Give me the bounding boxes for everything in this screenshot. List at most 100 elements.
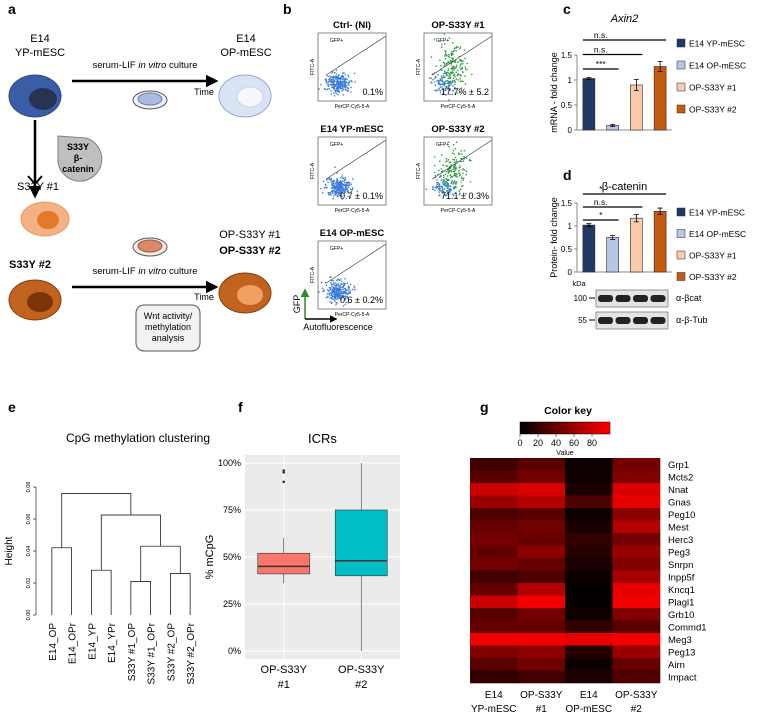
percent-label: 0.6 ± 0.2% — [340, 295, 383, 305]
event-dot — [453, 67, 455, 69]
event-dot — [452, 50, 455, 53]
box — [334, 509, 388, 577]
event-dot — [329, 292, 332, 294]
panel-label: e — [8, 399, 16, 415]
x-tick-label: OP-S33Y — [338, 664, 385, 676]
event-dot — [453, 167, 456, 170]
outlier — [282, 471, 286, 474]
event-dot — [457, 152, 460, 155]
event-dot — [337, 293, 339, 296]
transgene-label: catenin — [62, 164, 94, 174]
event-dot — [438, 87, 440, 90]
event-dot — [463, 169, 466, 171]
event-dot — [437, 74, 439, 76]
heatmap-cell — [517, 595, 566, 609]
heatmap-cell — [517, 558, 566, 571]
event-dot — [335, 288, 338, 291]
row-label: Inpp5f — [668, 572, 695, 583]
y-tick-label: 0.5 — [561, 245, 573, 254]
event-dot — [328, 292, 330, 295]
event-dot — [447, 87, 450, 89]
event-dot — [441, 187, 443, 189]
event-dot — [456, 74, 459, 76]
event-dot — [443, 183, 446, 186]
event-dot — [334, 166, 336, 168]
event-dot — [450, 182, 453, 184]
event-dot — [348, 291, 350, 293]
heatmap-cell — [470, 570, 518, 584]
event-dot — [452, 168, 455, 171]
event-dot — [330, 179, 332, 182]
event-dot — [462, 60, 464, 62]
event-dot — [333, 287, 336, 290]
dendrogram-link — [130, 581, 151, 615]
event-dot — [341, 187, 343, 189]
plot-frame — [317, 32, 387, 102]
event-dot — [440, 179, 443, 181]
event-dot — [443, 176, 445, 178]
event-dot — [346, 293, 349, 296]
event-dot — [341, 195, 343, 198]
dish — [137, 239, 163, 253]
event-dot — [340, 75, 343, 78]
event-dot — [332, 195, 335, 197]
event-dot — [453, 65, 455, 67]
cell-label: E14 — [236, 33, 256, 45]
heatmap-cell — [612, 608, 661, 621]
blot-band — [650, 295, 666, 302]
legend-label: E14 YP-mESC — [689, 208, 745, 218]
event-dot — [436, 186, 439, 188]
row-label: Meg3 — [668, 635, 692, 646]
event-dot — [438, 184, 440, 186]
x-tick-label: #2 — [355, 679, 367, 691]
event-dot — [430, 81, 432, 84]
key-title: Color key — [544, 405, 592, 417]
plot-title: OP-S33Y #2 — [431, 124, 484, 135]
heatmap-cell — [470, 608, 518, 621]
event-dot — [341, 185, 343, 187]
panel-label: d — [563, 167, 572, 183]
event-dot — [343, 72, 345, 74]
plot-frame — [317, 240, 387, 310]
heatmap-cell — [470, 483, 518, 496]
event-dot — [333, 86, 335, 88]
event-dot — [330, 283, 333, 286]
event-dot — [454, 147, 457, 150]
key-tick-label: 40 — [551, 438, 561, 448]
event-dot — [459, 192, 461, 195]
event-dot — [454, 185, 457, 188]
heatmap-cell — [517, 458, 566, 471]
row-label: Herc3 — [668, 535, 693, 546]
event-dot — [340, 296, 343, 299]
event-dot — [459, 74, 462, 76]
event-dot — [460, 176, 463, 179]
event-dot — [325, 82, 328, 84]
event-dot — [332, 283, 334, 286]
row-label: Kncq1 — [668, 585, 695, 596]
event-dot — [442, 90, 445, 93]
percent-label: 0.1% — [362, 87, 383, 97]
event-dot — [444, 160, 447, 163]
heatmap-cell — [517, 620, 566, 634]
heatmap-cell — [612, 470, 661, 484]
error-bar — [610, 235, 616, 240]
event-dot — [471, 73, 473, 76]
error-bar — [633, 79, 639, 91]
key-label: Value — [556, 450, 573, 457]
event-dot — [453, 161, 456, 163]
event-dot — [445, 80, 447, 82]
event-dot — [339, 77, 342, 80]
event-dot — [335, 75, 337, 77]
heatmap-cell — [517, 545, 566, 559]
event-dot — [330, 288, 332, 291]
y-tick-label: 0.02 — [26, 578, 32, 589]
event-dot — [328, 177, 331, 179]
event-dot — [333, 95, 336, 97]
event-dot — [326, 75, 328, 77]
event-dot — [340, 186, 342, 189]
event-dot — [446, 181, 449, 184]
event-dot — [438, 191, 441, 193]
dendrogram-link — [140, 545, 181, 582]
event-dot — [338, 183, 341, 185]
event-dot — [325, 296, 328, 299]
